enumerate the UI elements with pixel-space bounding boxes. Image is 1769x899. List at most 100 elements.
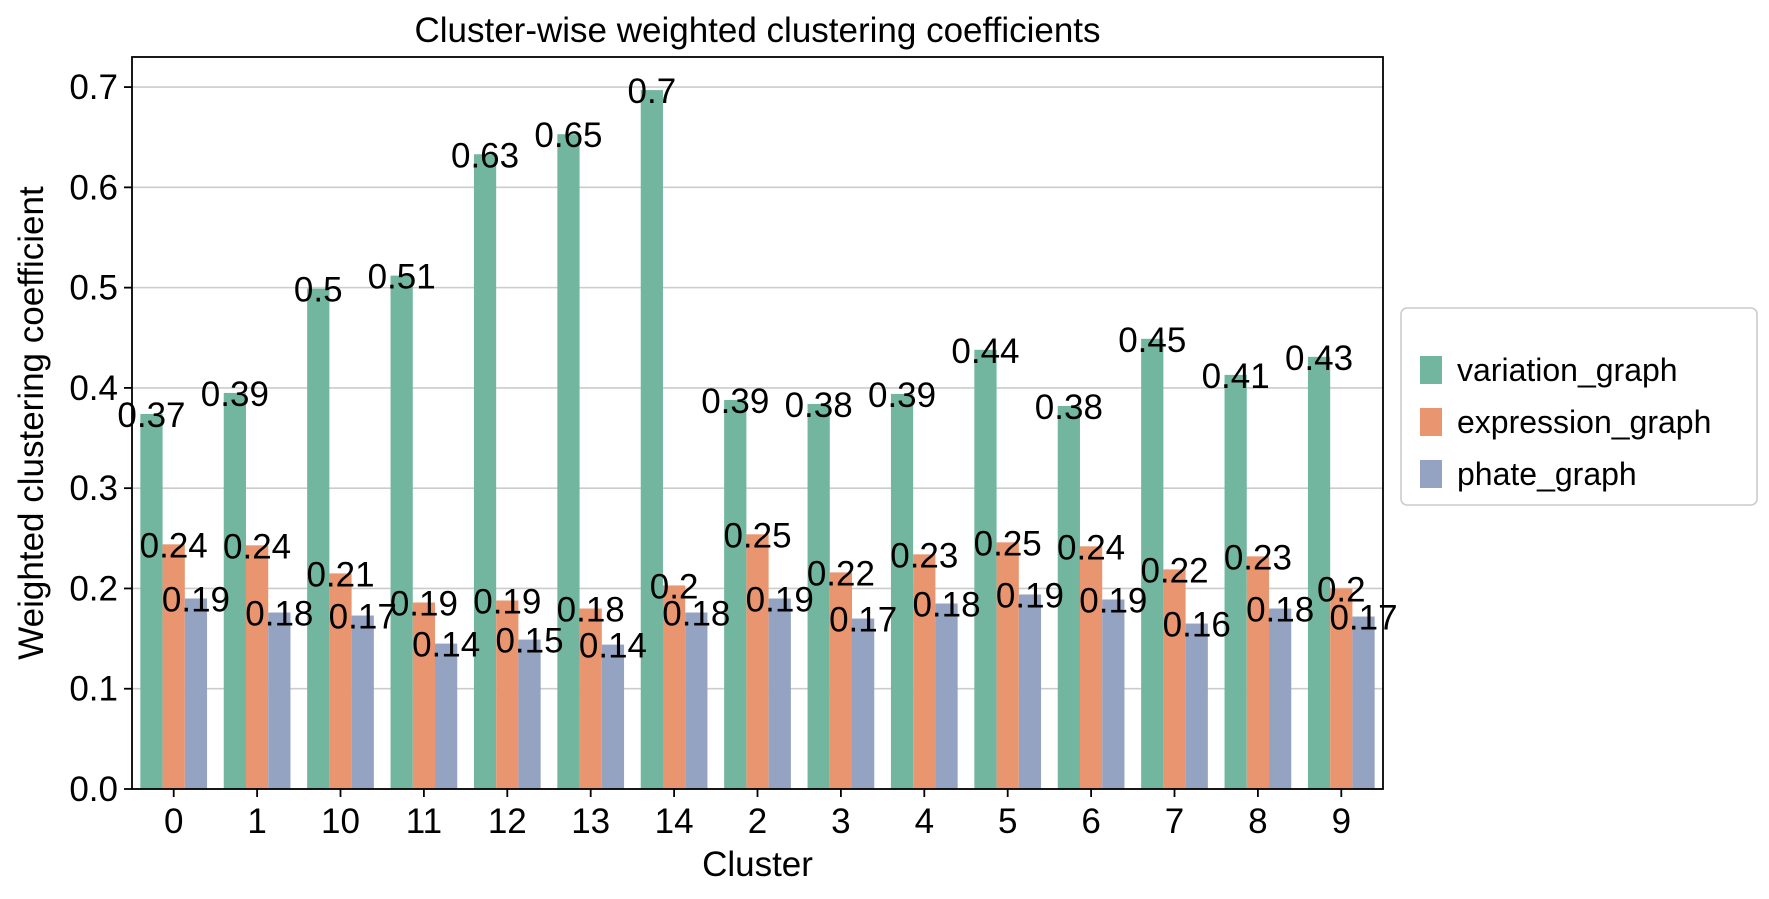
bar-variation-graph — [807, 403, 830, 789]
data-label: 0.19 — [162, 580, 230, 619]
legend-label: phate_graph — [1457, 456, 1637, 492]
x-axis-label: Cluster — [702, 845, 813, 884]
bar-phate-graph — [1102, 599, 1125, 789]
data-label: 0.15 — [495, 622, 563, 661]
data-label: 0.2 — [650, 567, 699, 606]
data-label: 0.51 — [368, 258, 436, 297]
x-tick-label: 8 — [1248, 802, 1267, 841]
data-label: 0.19 — [746, 580, 814, 619]
legend-swatch — [1420, 460, 1442, 488]
bar-expression-graph — [996, 542, 1019, 789]
data-label: 0.19 — [473, 582, 541, 621]
chart-title: Cluster-wise weighted clustering coeffic… — [414, 11, 1100, 50]
bar-expression-graph — [329, 573, 352, 789]
data-label: 0.18 — [245, 595, 313, 634]
x-tick-label: 0 — [164, 802, 183, 841]
bar-variation-graph — [140, 413, 163, 789]
y-tick-label: 0.1 — [69, 670, 118, 709]
data-label: 0.39 — [701, 382, 769, 421]
bar-variation-graph — [390, 275, 413, 789]
data-label: 0.23 — [890, 536, 958, 575]
data-label: 0.24 — [223, 527, 291, 566]
bar-phate-graph — [852, 618, 875, 789]
data-label: 0.41 — [1202, 357, 1270, 396]
data-label: 0.65 — [534, 116, 602, 155]
data-label: 0.18 — [1246, 591, 1314, 630]
y-tick-label: 0.4 — [69, 369, 118, 408]
bar-phate-graph — [518, 639, 541, 789]
bar-expression-graph — [579, 608, 602, 789]
data-label: 0.2 — [1317, 570, 1366, 609]
bar-phate-graph — [1352, 616, 1375, 789]
bar-phate-graph — [268, 612, 291, 789]
x-tick-label: 14 — [655, 802, 694, 841]
bar-variation-graph — [307, 288, 330, 789]
data-label: 0.17 — [829, 601, 897, 640]
legend-frame — [1400, 307, 1758, 506]
data-label: 0.19 — [996, 576, 1064, 615]
x-tick-label: 2 — [748, 802, 767, 841]
data-label: 0.63 — [451, 136, 519, 175]
data-label: 0.23 — [1224, 538, 1292, 577]
x-tick-label: 1 — [247, 802, 266, 841]
data-label: 0.22 — [1140, 551, 1208, 590]
legend: variation_graph expression_graph phate_gra… — [1400, 307, 1758, 506]
axis-ticks: 0.0 0.1 0.2 0.3 0.4 0.5 0.6 0.7 0 1 10 11 12 13 14 2 3 4 5… — [69, 68, 1351, 841]
bar-variation-graph — [1141, 338, 1164, 789]
bar-variation-graph — [974, 349, 997, 789]
data-label: 0.38 — [1035, 388, 1103, 427]
x-tick-label: 7 — [1165, 802, 1184, 841]
bar-expression-graph — [162, 544, 185, 789]
bar-phate-graph — [435, 643, 458, 789]
bar-expression-graph — [1246, 556, 1270, 789]
data-label: 0.5 — [294, 271, 343, 310]
data-label: 0.39 — [868, 376, 936, 415]
bar-variation-graph — [640, 90, 663, 790]
bar-expression-graph — [662, 585, 686, 789]
bar-variation-graph — [473, 154, 497, 789]
bar-expression-graph — [1079, 546, 1103, 789]
data-label: 0.22 — [807, 554, 875, 593]
y-tick-label: 0.6 — [69, 168, 118, 207]
data-label: 0.18 — [912, 585, 980, 624]
bar-expression-graph — [1163, 569, 1186, 789]
data-label: 0.19 — [1079, 581, 1147, 620]
data-label: 0.24 — [140, 526, 208, 565]
x-tick-label: 4 — [915, 802, 934, 841]
x-tick-label: 3 — [831, 802, 850, 841]
bar-expression-graph — [496, 600, 519, 789]
bar-variation-graph — [1307, 356, 1331, 789]
y-tick-label: 0.5 — [69, 269, 118, 308]
data-label: 0.7 — [628, 72, 677, 111]
x-tick-label: 10 — [321, 802, 360, 841]
bar-expression-graph — [245, 545, 269, 789]
bar-variation-graph — [557, 134, 580, 790]
bar-phate-graph — [1018, 594, 1042, 789]
legend-swatch — [1420, 356, 1442, 384]
bar-variation-graph — [1224, 374, 1247, 789]
data-label: 0.43 — [1285, 339, 1353, 378]
bar-expression-graph — [1330, 588, 1353, 789]
bar-phate-graph — [601, 644, 625, 789]
legend-label: variation_graph — [1457, 352, 1678, 388]
legend-label: expression_graph — [1457, 404, 1711, 440]
data-label: 0.17 — [1329, 599, 1397, 638]
data-label: 0.25 — [723, 516, 791, 555]
data-label: 0.38 — [785, 386, 853, 425]
data-label: 0.17 — [329, 598, 397, 637]
bars — [140, 90, 1375, 790]
data-label: 0.45 — [1118, 321, 1186, 360]
x-tick-label: 6 — [1081, 802, 1100, 841]
bar-phate-graph — [351, 615, 374, 789]
data-label: 0.14 — [579, 627, 647, 666]
y-tick-label: 0.2 — [69, 569, 118, 608]
x-tick-label: 9 — [1332, 802, 1351, 841]
y-tick-label: 0.7 — [69, 68, 118, 107]
data-label: 0.19 — [390, 584, 458, 623]
data-label: 0.16 — [1163, 606, 1231, 645]
bar-expression-graph — [412, 602, 436, 789]
legend-swatch — [1420, 408, 1442, 436]
data-label: 0.14 — [412, 626, 480, 665]
bar-phate-graph — [685, 612, 708, 789]
